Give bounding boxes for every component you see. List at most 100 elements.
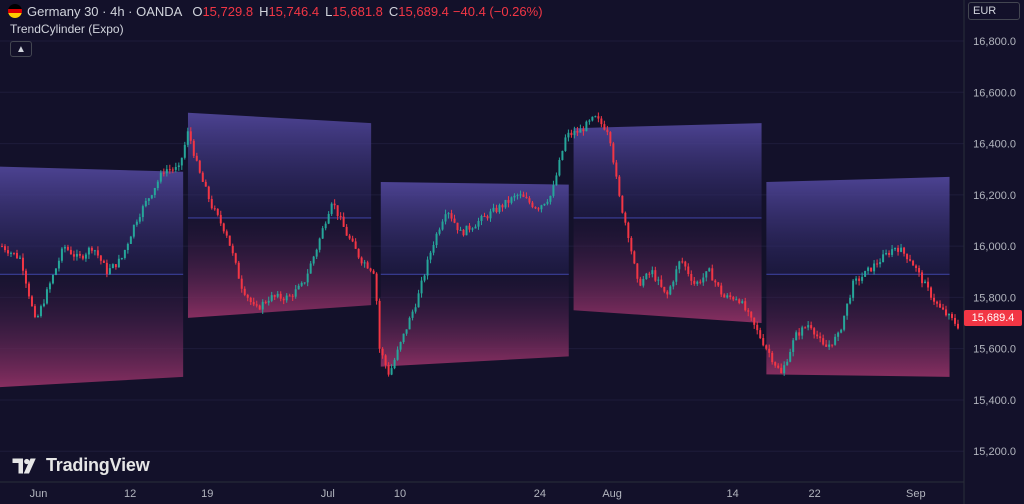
close-label: C bbox=[388, 3, 399, 19]
currency-selector[interactable]: EUR bbox=[968, 2, 1020, 20]
candle bbox=[186, 131, 189, 145]
candle bbox=[909, 259, 912, 261]
candle bbox=[927, 281, 930, 288]
candle bbox=[48, 283, 51, 290]
candle bbox=[198, 160, 201, 173]
candle bbox=[93, 250, 96, 252]
price-axis[interactable]: 15,200.0 15,400.0 15,600.0 15,800.0 16,000.0… bbox=[973, 36, 1016, 458]
symbol-title[interactable]: Germany 30 · 4h · OANDA bbox=[27, 3, 183, 19]
candle bbox=[81, 255, 84, 259]
candle bbox=[582, 129, 585, 132]
candle bbox=[840, 329, 843, 333]
open-value: 15,729.8 bbox=[202, 3, 254, 19]
candle bbox=[474, 226, 477, 229]
upper-band bbox=[766, 176, 950, 275]
candle bbox=[768, 348, 771, 353]
candle bbox=[1, 246, 3, 248]
candle bbox=[645, 273, 648, 279]
candle bbox=[876, 263, 879, 265]
symbol-legend[interactable]: Germany 30 · 4h · OANDA O 15,729.8 H 15,74… bbox=[8, 2, 547, 20]
candle bbox=[468, 225, 471, 230]
candle bbox=[480, 216, 483, 222]
candle bbox=[816, 334, 819, 337]
germany-flag-icon bbox=[8, 4, 22, 18]
candle bbox=[159, 172, 162, 182]
candle bbox=[864, 270, 867, 277]
tradingview-logo-icon bbox=[12, 458, 36, 473]
candle bbox=[447, 213, 450, 215]
candle bbox=[228, 235, 231, 246]
candle bbox=[576, 130, 579, 133]
candle bbox=[804, 327, 807, 329]
candle bbox=[561, 150, 564, 160]
candle bbox=[45, 289, 48, 304]
candle bbox=[30, 296, 33, 307]
candle bbox=[738, 299, 741, 304]
candle bbox=[639, 278, 642, 286]
tradingview-logo[interactable]: TradingView bbox=[12, 455, 150, 476]
candle bbox=[156, 181, 159, 189]
candle bbox=[60, 248, 63, 261]
candle bbox=[267, 300, 270, 303]
indicator-legend[interactable]: TrendCylinder (Expo) bbox=[10, 22, 124, 36]
candle bbox=[243, 288, 246, 295]
candle bbox=[567, 132, 570, 138]
candle bbox=[192, 140, 195, 156]
candle bbox=[708, 268, 711, 272]
candle bbox=[651, 270, 654, 275]
candle bbox=[720, 285, 723, 295]
candle bbox=[330, 203, 333, 214]
time-tick-label: Jul bbox=[321, 488, 335, 500]
candle bbox=[717, 282, 720, 286]
candle bbox=[843, 315, 846, 330]
candle bbox=[315, 249, 318, 257]
candle bbox=[471, 228, 474, 230]
candle bbox=[450, 213, 453, 219]
candle bbox=[375, 273, 378, 301]
candle bbox=[636, 263, 639, 279]
candle bbox=[237, 262, 240, 279]
candle bbox=[210, 199, 213, 209]
candle bbox=[555, 175, 558, 186]
candle bbox=[108, 268, 111, 274]
candle bbox=[945, 309, 948, 316]
candle bbox=[6, 250, 9, 254]
price-tick-label: 16,200.0 bbox=[973, 190, 1016, 202]
candle bbox=[453, 218, 456, 223]
candle bbox=[153, 188, 156, 196]
low-value: 15,681.8 bbox=[332, 3, 383, 19]
candle bbox=[543, 203, 546, 206]
candle bbox=[513, 195, 516, 198]
candle bbox=[849, 297, 852, 304]
candle bbox=[249, 297, 252, 303]
candle bbox=[39, 306, 42, 316]
candle bbox=[231, 245, 234, 254]
candle bbox=[675, 269, 678, 282]
time-axis[interactable]: Jun 12 19 Jul 10 24 Aug 14 22 Sep bbox=[30, 488, 926, 500]
candle bbox=[444, 214, 447, 222]
candle bbox=[510, 197, 513, 203]
candle bbox=[663, 286, 666, 292]
candle bbox=[201, 172, 204, 182]
candle bbox=[798, 332, 801, 336]
candle bbox=[306, 273, 309, 283]
candle bbox=[912, 260, 915, 266]
candle bbox=[414, 307, 417, 312]
candle bbox=[69, 249, 72, 255]
candle bbox=[318, 238, 321, 250]
collapse-legend-button[interactable]: ▲ bbox=[10, 41, 32, 57]
candle bbox=[174, 167, 177, 170]
candle bbox=[612, 143, 615, 163]
candle bbox=[498, 205, 501, 212]
candle bbox=[777, 365, 780, 368]
candle bbox=[819, 336, 822, 339]
candle bbox=[807, 325, 810, 328]
candle bbox=[456, 222, 459, 231]
last-price-label: 15,689.4 bbox=[964, 310, 1022, 326]
candle bbox=[465, 225, 468, 236]
time-tick-label: 22 bbox=[808, 488, 820, 500]
candle bbox=[135, 221, 138, 225]
candle bbox=[873, 263, 876, 272]
price-tick-label: 15,400.0 bbox=[973, 395, 1016, 407]
